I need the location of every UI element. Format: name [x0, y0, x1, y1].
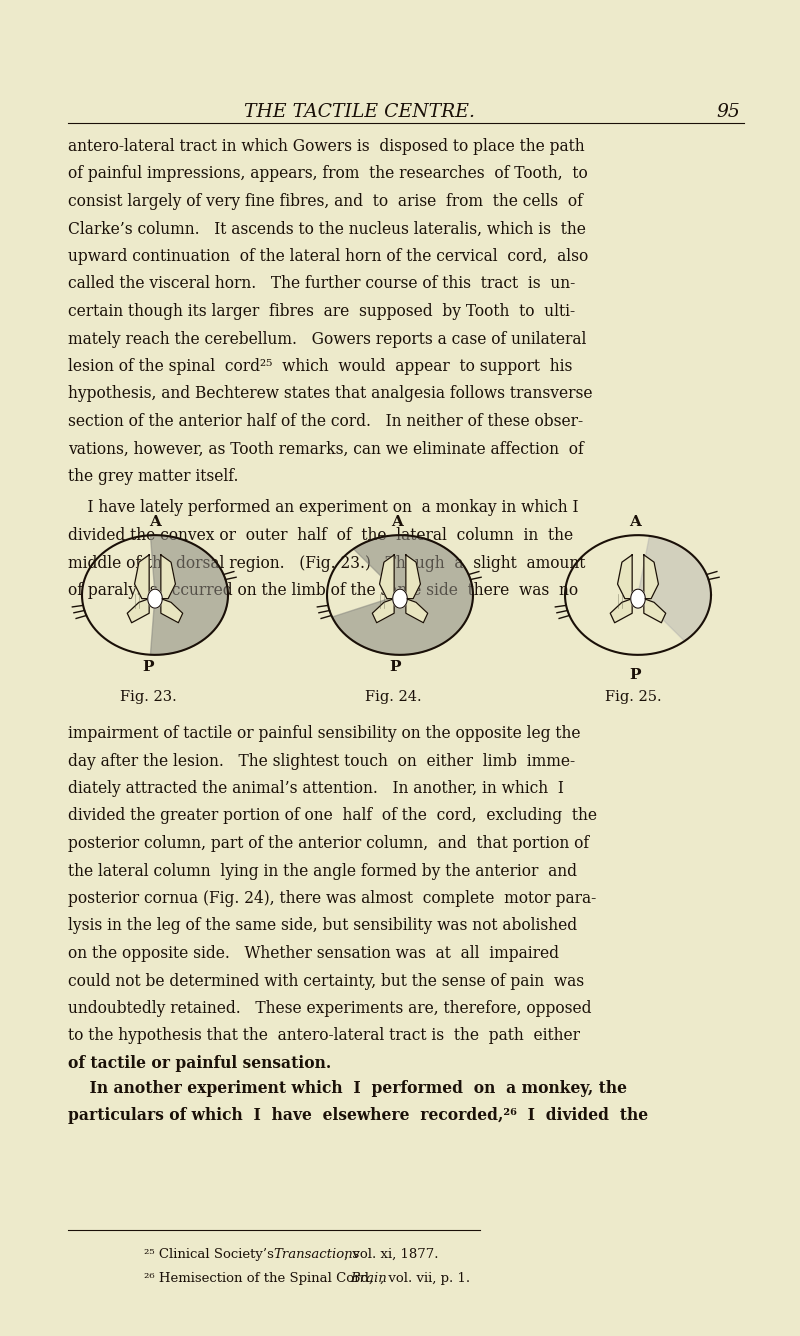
Text: Fig. 24.: Fig. 24.	[365, 689, 422, 704]
Polygon shape	[379, 554, 394, 599]
Text: middle of the dorsal region.   (Fig. 23.)   Though  a  slight  amount: middle of the dorsal region. (Fig. 23.) …	[68, 554, 586, 572]
Text: Fig. 23.: Fig. 23.	[120, 689, 176, 704]
Text: could not be determined with certainty, but the sense of pain  was: could not be determined with certainty, …	[68, 973, 584, 990]
Text: Transactions: Transactions	[274, 1248, 360, 1261]
Polygon shape	[610, 599, 632, 623]
Text: posterior column, part of the anterior column,  and  that portion of: posterior column, part of the anterior c…	[68, 835, 589, 852]
Polygon shape	[630, 589, 646, 608]
Text: antero-lateral tract in which Gowers is  disposed to place the path: antero-lateral tract in which Gowers is …	[68, 138, 585, 155]
Polygon shape	[161, 554, 175, 599]
Text: of paralysis occurred on the limb of the same side  there  was  no: of paralysis occurred on the limb of the…	[68, 582, 578, 599]
Text: to the hypothesis that the  antero-lateral tract is  the  path  either: to the hypothesis that the antero-latera…	[68, 1027, 580, 1045]
Text: lesion of the spinal  cord²⁵  which  would  appear  to support  his: lesion of the spinal cord²⁵ which would …	[68, 358, 572, 375]
Text: day after the lesion.   The slightest touch  on  either  limb  imme-: day after the lesion. The slightest touc…	[68, 752, 575, 770]
Polygon shape	[161, 599, 182, 623]
Text: the lateral column  lying in the angle formed by the anterior  and: the lateral column lying in the angle fo…	[68, 863, 577, 879]
Text: section of the anterior half of the cord.   In neither of these obser-: section of the anterior half of the cord…	[68, 413, 583, 430]
Text: upward continuation  of the lateral horn of the cervical  cord,  also: upward continuation of the lateral horn …	[68, 248, 588, 265]
Text: of tactile or painful sensation.: of tactile or painful sensation.	[68, 1055, 331, 1071]
Polygon shape	[372, 599, 394, 623]
Polygon shape	[127, 599, 149, 623]
Polygon shape	[618, 554, 632, 599]
Polygon shape	[150, 536, 228, 655]
Polygon shape	[565, 536, 711, 655]
Text: certain though its larger  fibres  are  supposed  by Tooth  to  ulti-: certain though its larger fibres are sup…	[68, 303, 575, 321]
Text: ²⁶ Hemisection of the Spinal Cord,: ²⁶ Hemisection of the Spinal Cord,	[144, 1272, 378, 1285]
Polygon shape	[406, 599, 428, 623]
Text: on the opposite side.   Whether sensation was  at  all  impaired: on the opposite side. Whether sensation …	[68, 945, 559, 962]
Text: consist largely of very fine fibres, and  to  arise  from  the cells  of: consist largely of very fine fibres, and…	[68, 192, 583, 210]
Text: I have lately performed an experiment on  a monkay in which I: I have lately performed an experiment on…	[68, 500, 578, 517]
Text: particulars of which  I  have  elsewhere  recorded,²⁶  I  divided  the: particulars of which I have elsewhere re…	[68, 1108, 648, 1125]
Text: Brain: Brain	[350, 1272, 387, 1285]
Polygon shape	[327, 536, 473, 655]
Text: P: P	[390, 660, 401, 673]
Text: impairment of tactile or painful sensibility on the opposite leg the: impairment of tactile or painful sensibi…	[68, 725, 581, 741]
Text: , vol. vii, p. 1.: , vol. vii, p. 1.	[379, 1272, 470, 1285]
Polygon shape	[644, 599, 666, 623]
Text: Clarke’s column.   It ascends to the nucleus lateralis, which is  the: Clarke’s column. It ascends to the nucle…	[68, 220, 586, 238]
Text: In another experiment which  I  performed  on  a monkey, the: In another experiment which I performed …	[68, 1079, 627, 1097]
Polygon shape	[406, 554, 421, 599]
Text: posterior cornua (Fig. 24), there was almost  complete  motor para-: posterior cornua (Fig. 24), there was al…	[68, 890, 596, 907]
Text: P: P	[142, 660, 154, 673]
Polygon shape	[644, 554, 658, 599]
Text: P: P	[630, 668, 641, 681]
Text: divided the greater portion of one  half  of the  cord,  excluding  the: divided the greater portion of one half …	[68, 807, 597, 824]
Text: Fig. 25.: Fig. 25.	[605, 689, 662, 704]
Text: the grey matter itself.: the grey matter itself.	[68, 468, 238, 485]
Text: vations, however, as Tooth remarks, can we eliminate affection  of: vations, however, as Tooth remarks, can …	[68, 441, 584, 457]
Text: divided the convex or  outer  half  of  the  lateral  column  in  the: divided the convex or outer half of the …	[68, 526, 573, 544]
Polygon shape	[82, 536, 228, 655]
Text: THE TACTILE CENTRE.: THE TACTILE CENTRE.	[245, 103, 475, 122]
Polygon shape	[134, 554, 149, 599]
Text: ²⁵ Clinical Society’s: ²⁵ Clinical Society’s	[144, 1248, 278, 1261]
Polygon shape	[393, 589, 407, 608]
Text: of painful impressions, appears, from  the researches  of Tooth,  to: of painful impressions, appears, from th…	[68, 166, 588, 183]
Polygon shape	[332, 536, 473, 655]
Text: A: A	[149, 514, 161, 529]
Text: diately attracted the animal’s attention.   In another, in which  I: diately attracted the animal’s attention…	[68, 780, 564, 798]
Text: , vol. xi, 1877.: , vol. xi, 1877.	[344, 1248, 438, 1261]
Text: A: A	[629, 514, 641, 529]
Text: called the visceral horn.   The further course of this  tract  is  un-: called the visceral horn. The further co…	[68, 275, 575, 293]
Text: A: A	[391, 514, 403, 529]
Text: mately reach the cerebellum.   Gowers reports a case of unilateral: mately reach the cerebellum. Gowers repo…	[68, 330, 586, 347]
Text: undoubtedly retained.   These experiments are, therefore, opposed: undoubtedly retained. These experiments …	[68, 1001, 591, 1017]
Text: lysis in the leg of the same side, but sensibility was not abolished: lysis in the leg of the same side, but s…	[68, 918, 577, 934]
Polygon shape	[638, 536, 711, 641]
Text: hypothesis, and Bechterew states that analgesia follows transverse: hypothesis, and Bechterew states that an…	[68, 386, 593, 402]
Polygon shape	[148, 589, 162, 608]
Text: 95: 95	[716, 103, 740, 122]
